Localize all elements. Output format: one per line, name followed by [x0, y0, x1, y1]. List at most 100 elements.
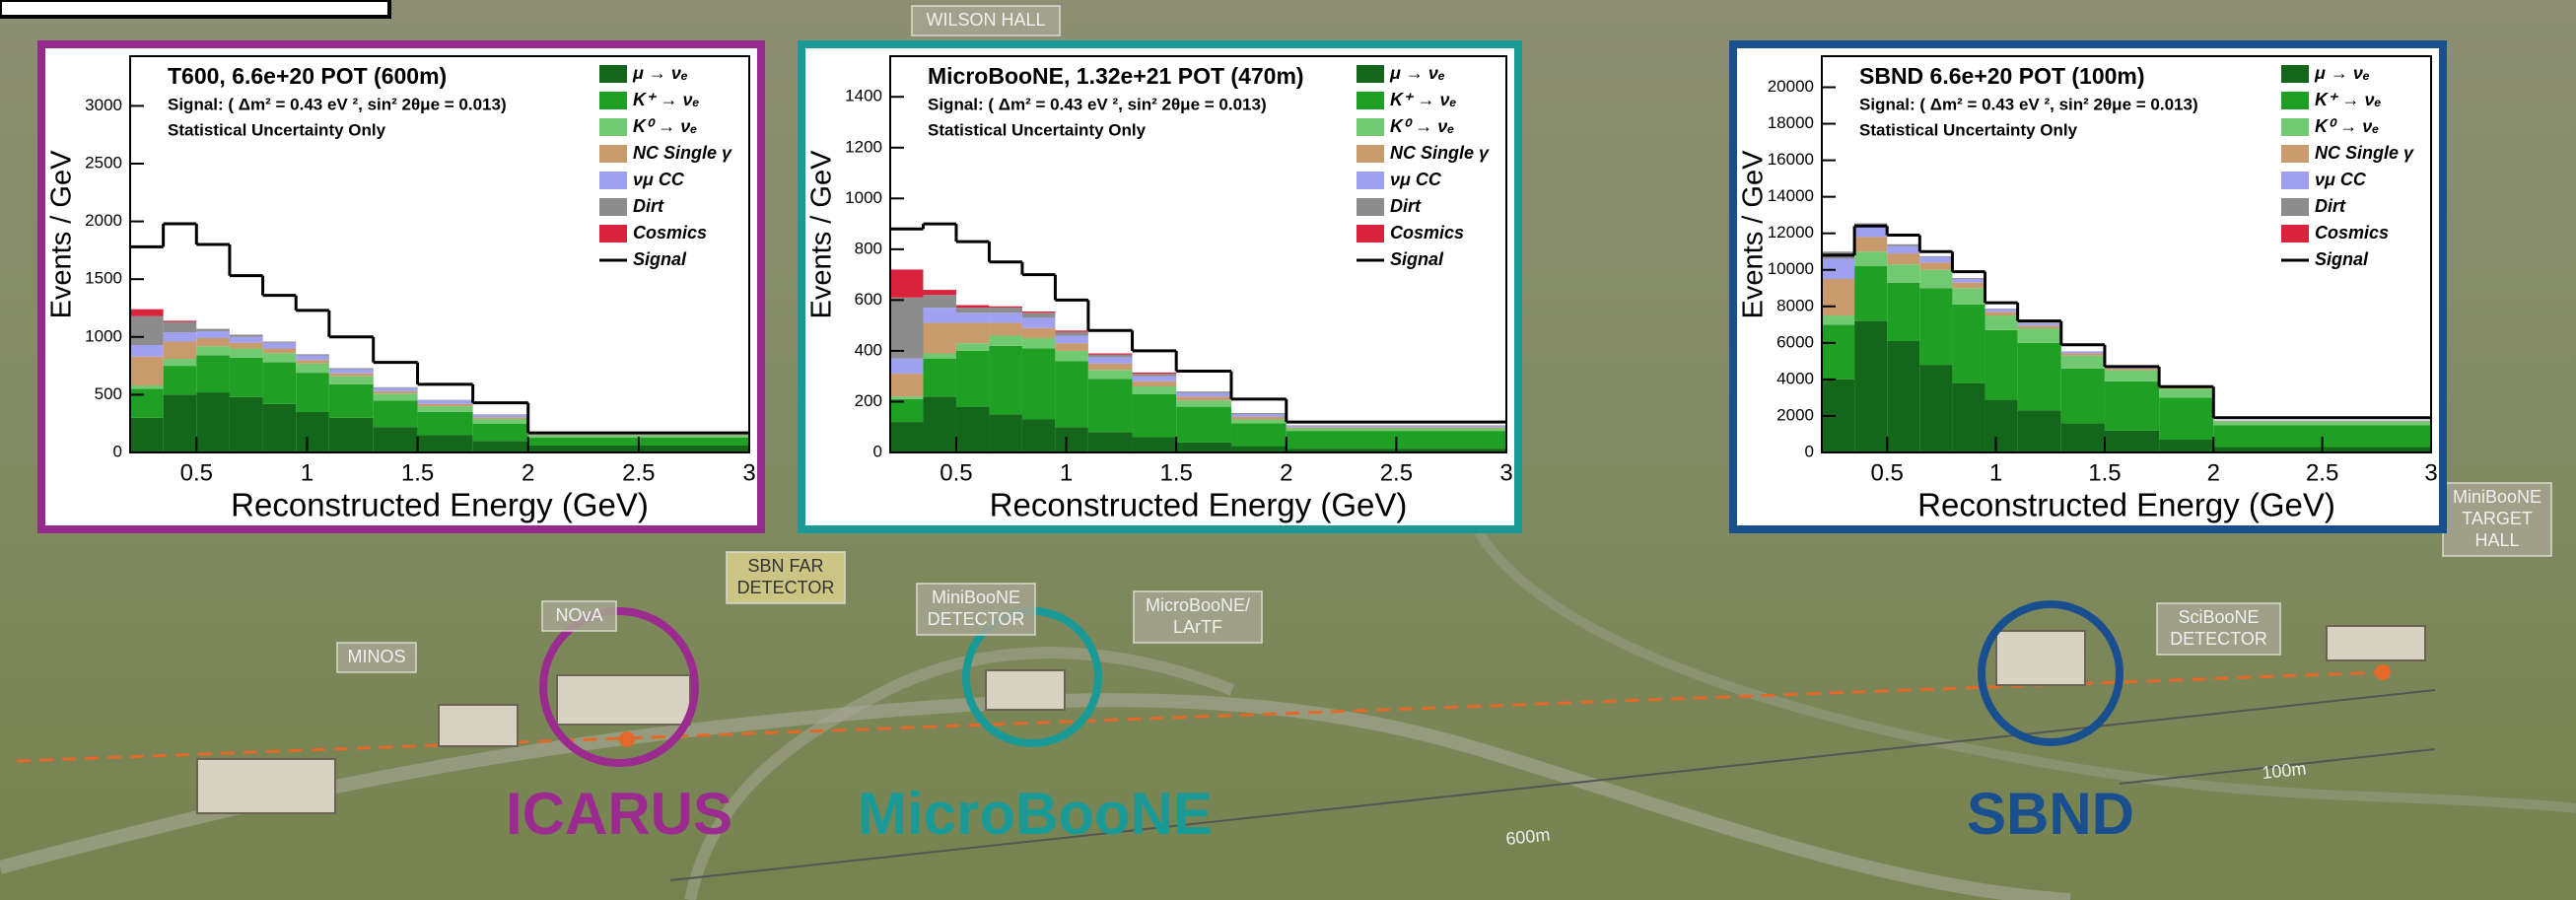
histogram-segment: [2159, 388, 2214, 398]
histogram-segment: [262, 362, 297, 404]
legend-label: Signal: [2315, 249, 2369, 269]
histogram-segment: [373, 400, 418, 428]
histogram-segment: [1919, 288, 1953, 366]
histogram-segment: [130, 309, 164, 316]
legend-swatch: [599, 145, 627, 163]
histogram-segment: [328, 417, 374, 452]
y-axis-label: Events / GeV: [806, 150, 838, 319]
histogram-segment: [2213, 421, 2431, 426]
histogram-segment: [989, 345, 1022, 415]
histogram-segment: [229, 336, 263, 343]
target: [2375, 664, 2391, 680]
legend-label: νμ CC: [633, 170, 685, 189]
legend-label: K⁺ → νₑ: [633, 90, 700, 109]
histogram-segment: [1952, 279, 1985, 283]
chart: 0 500 1000 1500 2000 2500 3000 0.5 1 1.5 2 2.5 3 Reco…: [37, 40, 765, 533]
histogram-segment: [1055, 350, 1088, 362]
histogram-segment: [163, 394, 197, 452]
y-tick-label: 2500: [85, 153, 122, 172]
x-axis-label: Reconstructed Energy (GeV): [1917, 487, 2335, 523]
building: [1995, 630, 2086, 686]
histogram-segment: [1087, 370, 1133, 380]
y-tick-label: 1000: [85, 326, 122, 345]
x-tick-label: 0.5: [940, 459, 972, 486]
building: [556, 674, 691, 726]
histogram-segment: [1887, 282, 1920, 341]
legend-swatch: [1357, 198, 1384, 216]
legend-label: Dirt: [1390, 196, 1422, 216]
histogram-segment: [890, 396, 924, 399]
chart: 0 2000 4000 6000 8000 10000 12000 14000 16000 180…: [1729, 40, 2447, 533]
map-label: MicroBooNE/: [1146, 595, 1250, 615]
histogram-segment: [1055, 427, 1088, 452]
histogram-segment: [1132, 393, 1177, 438]
x-tick-label: 2: [522, 459, 534, 486]
histogram-segment: [1055, 361, 1088, 428]
histogram-segment: [196, 392, 230, 452]
x-tick-label: 0.5: [180, 459, 213, 486]
x-tick-label: 1.5: [401, 459, 434, 486]
label-box: [541, 600, 617, 632]
histogram-segment: [1919, 255, 1953, 257]
x-axis-label: Reconstructed Energy (GeV): [231, 487, 649, 523]
chart-title: SBND 6.6e+20 POT (100m): [1859, 63, 2145, 89]
y-tick-label: 6000: [1776, 332, 1814, 351]
chart-subtitle: Signal: ( Δm² = 0.43 eV ², sin² 2θμe = 0…: [168, 95, 507, 113]
y-tick-label: 2000: [85, 211, 122, 230]
road: [684, 647, 1235, 900]
histogram-segment: [989, 335, 1022, 346]
histogram-segment: [417, 399, 473, 401]
histogram-segment: [1887, 264, 1920, 283]
histogram-segment: [923, 353, 956, 359]
histogram-segment: [1286, 425, 1506, 426]
x-tick-label: 2.5: [2306, 459, 2338, 486]
histogram-segment: [262, 342, 297, 349]
legend-label: μ → νₑ: [632, 63, 688, 83]
x-tick-label: 1: [1060, 459, 1073, 486]
distance-label: 600m: [1504, 824, 1551, 849]
histogram-segment: [2104, 430, 2160, 452]
distance-line: [669, 689, 2436, 881]
histogram-segment: [1952, 278, 1985, 280]
histogram-segment: [989, 312, 1022, 323]
histogram-segment: [2213, 425, 2431, 448]
x-axis-label: Reconstructed Energy (GeV): [990, 487, 1408, 523]
histogram-segment: [2017, 325, 2061, 329]
legend-label: K⁺ → νₑ: [1390, 90, 1457, 109]
label-box: [726, 551, 846, 604]
histogram-segment: [417, 435, 473, 452]
legend-swatch: [1357, 92, 1384, 109]
y-tick-label: 10000: [1768, 259, 1814, 278]
histogram-segment: [2104, 370, 2160, 381]
histogram-segment: [1021, 327, 1056, 339]
y-axis-label: Events / GeV: [46, 150, 78, 319]
legend-label: K⁺ → νₑ: [2315, 90, 2382, 109]
histogram-segment: [373, 387, 418, 391]
histogram-segment: [1055, 331, 1088, 336]
histogram-segment: [1087, 363, 1133, 371]
histogram-segment: [262, 353, 297, 363]
map-label: MiniBooNE: [2453, 487, 2541, 507]
y-tick-label: 400: [855, 340, 882, 359]
y-axis-label: Events / GeV: [1738, 150, 1770, 319]
histogram-segment: [955, 343, 990, 351]
histogram-segment: [196, 355, 230, 393]
legend-swatch: [599, 65, 627, 83]
legend-swatch: [2281, 92, 2309, 109]
histogram-segment: [417, 400, 473, 404]
histogram-segment: [262, 403, 297, 452]
histogram-segment: [229, 348, 263, 358]
histogram-segment: [472, 423, 528, 442]
x-tick-label: 0.5: [1871, 459, 1904, 486]
histogram-segment: [373, 393, 418, 401]
histogram-segment: [1952, 382, 1985, 452]
y-tick-label: 0: [113, 442, 122, 460]
histogram-segment: [196, 330, 230, 338]
legend-swatch: [599, 198, 627, 216]
histogram-segment: [1176, 392, 1231, 397]
histogram-segment: [2060, 423, 2105, 452]
histogram-segment: [1132, 374, 1177, 377]
legend-swatch: [599, 172, 627, 189]
histogram-segment: [1286, 428, 1506, 432]
